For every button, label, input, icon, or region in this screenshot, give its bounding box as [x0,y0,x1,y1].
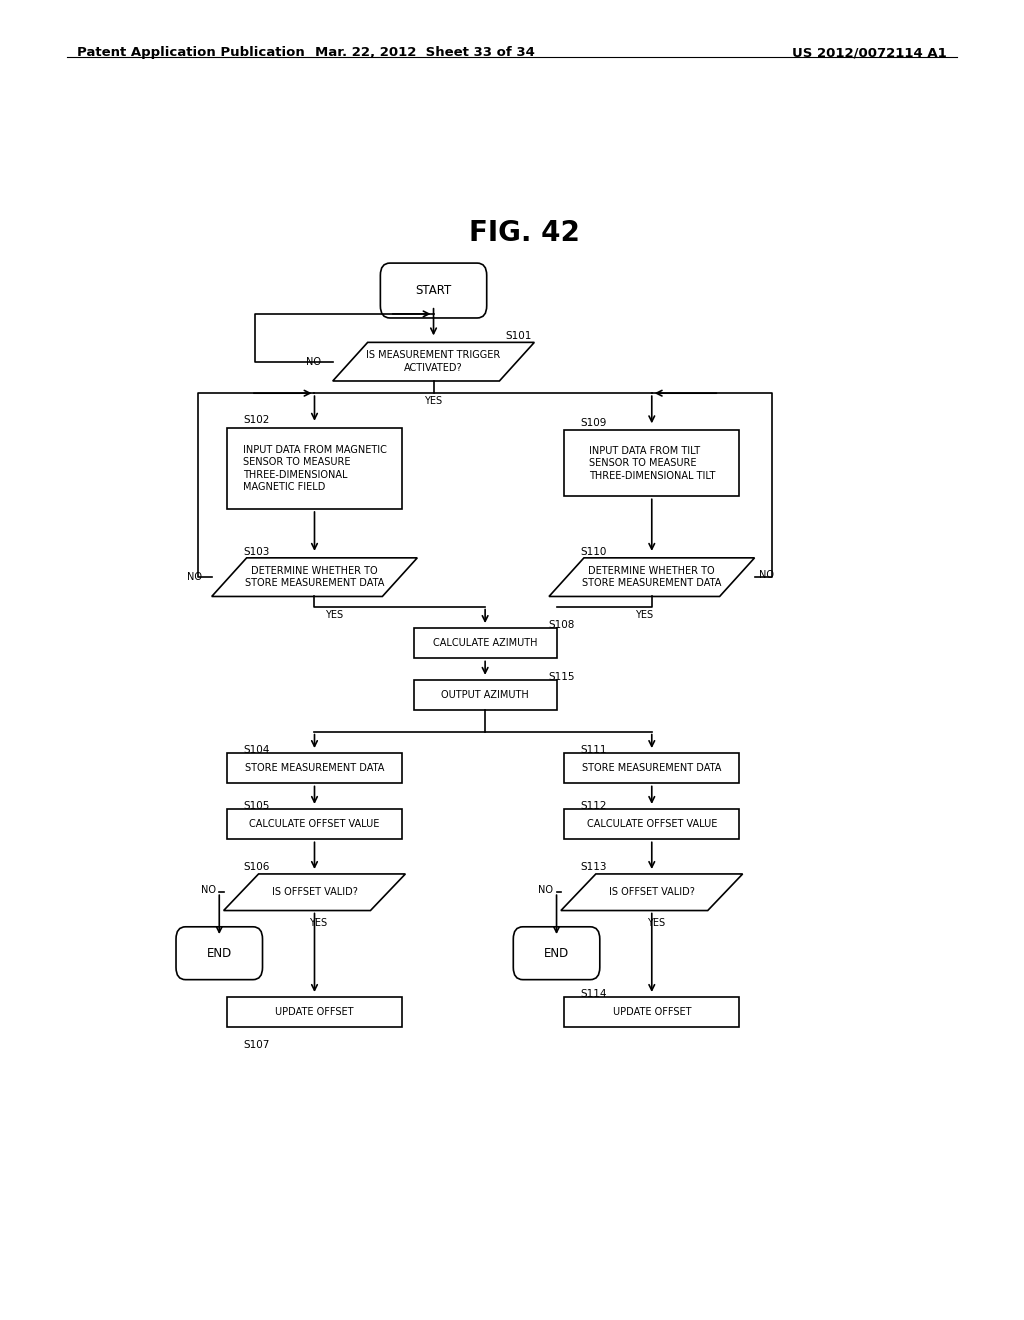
Text: START: START [416,284,452,297]
Text: YES: YES [309,917,328,928]
Bar [414,680,557,710]
Text: Mar. 22, 2012  Sheet 33 of 34: Mar. 22, 2012 Sheet 33 of 34 [315,46,535,59]
FancyBboxPatch shape [176,927,262,979]
Text: STORE MEASUREMENT DATA: STORE MEASUREMENT DATA [582,763,722,774]
Text: S104: S104 [243,744,269,755]
Text: S103: S103 [243,546,269,557]
Text: S110: S110 [581,546,607,557]
Text: IS OFFSET VALID?: IS OFFSET VALID? [609,887,694,898]
Text: FIG. 42: FIG. 42 [469,219,581,247]
Text: YES: YES [635,610,653,619]
Polygon shape [549,558,755,597]
Text: S109: S109 [581,417,607,428]
Text: S106: S106 [243,862,269,871]
Text: NO: NO [306,356,321,367]
Text: UPDATE OFFSET: UPDATE OFFSET [275,1007,353,1018]
Text: YES: YES [647,917,665,928]
FancyBboxPatch shape [513,927,600,979]
Text: STORE MEASUREMENT DATA: STORE MEASUREMENT DATA [245,763,384,774]
Bar [227,809,401,840]
Bar [564,809,739,840]
Text: OUTPUT AZIMUTH: OUTPUT AZIMUTH [441,690,529,700]
Text: S115: S115 [549,672,575,681]
Text: UPDATE OFFSET: UPDATE OFFSET [612,1007,691,1018]
Text: NO: NO [759,570,773,579]
Polygon shape [212,558,417,597]
Bar [227,428,401,510]
Text: YES: YES [326,610,343,619]
Text: DETERMINE WHETHER TO
STORE MEASUREMENT DATA: DETERMINE WHETHER TO STORE MEASUREMENT D… [582,566,722,589]
Text: S102: S102 [243,414,269,425]
Text: S107: S107 [243,1040,269,1049]
Text: CALCULATE OFFSET VALUE: CALCULATE OFFSET VALUE [249,820,380,829]
FancyBboxPatch shape [380,263,486,318]
Text: END: END [207,946,231,960]
Text: S101: S101 [505,331,531,342]
Bar [414,628,557,659]
Text: NO: NO [538,886,553,895]
Text: NO: NO [187,572,202,582]
Text: CALCULATE OFFSET VALUE: CALCULATE OFFSET VALUE [587,820,717,829]
Text: INPUT DATA FROM MAGNETIC
SENSOR TO MEASURE
THREE-DIMENSIONAL
MAGNETIC FIELD: INPUT DATA FROM MAGNETIC SENSOR TO MEASU… [243,445,386,492]
Text: YES: YES [425,396,442,407]
Text: CALCULATE AZIMUTH: CALCULATE AZIMUTH [433,639,538,648]
Text: IS OFFSET VALID?: IS OFFSET VALID? [271,887,357,898]
Text: IS MEASUREMENT TRIGGER
ACTIVATED?: IS MEASUREMENT TRIGGER ACTIVATED? [367,351,501,372]
Text: S111: S111 [581,744,607,755]
Bar [227,997,401,1027]
Text: DETERMINE WHETHER TO
STORE MEASUREMENT DATA: DETERMINE WHETHER TO STORE MEASUREMENT D… [245,566,384,589]
Text: US 2012/0072114 A1: US 2012/0072114 A1 [793,46,947,59]
Polygon shape [223,874,406,911]
Text: S114: S114 [581,989,607,999]
Bar [564,430,739,496]
Text: S113: S113 [581,862,607,871]
Polygon shape [561,874,742,911]
Bar [227,752,401,784]
Text: NO: NO [201,886,216,895]
Bar [564,997,739,1027]
Text: S105: S105 [243,801,269,810]
Text: Patent Application Publication: Patent Application Publication [77,46,304,59]
Text: INPUT DATA FROM TILT
SENSOR TO MEASURE
THREE-DIMENSIONAL TILT: INPUT DATA FROM TILT SENSOR TO MEASURE T… [589,446,715,480]
Text: S108: S108 [549,620,575,630]
Text: END: END [544,946,569,960]
Polygon shape [333,342,535,381]
Text: S112: S112 [581,801,607,810]
Bar [564,752,739,784]
